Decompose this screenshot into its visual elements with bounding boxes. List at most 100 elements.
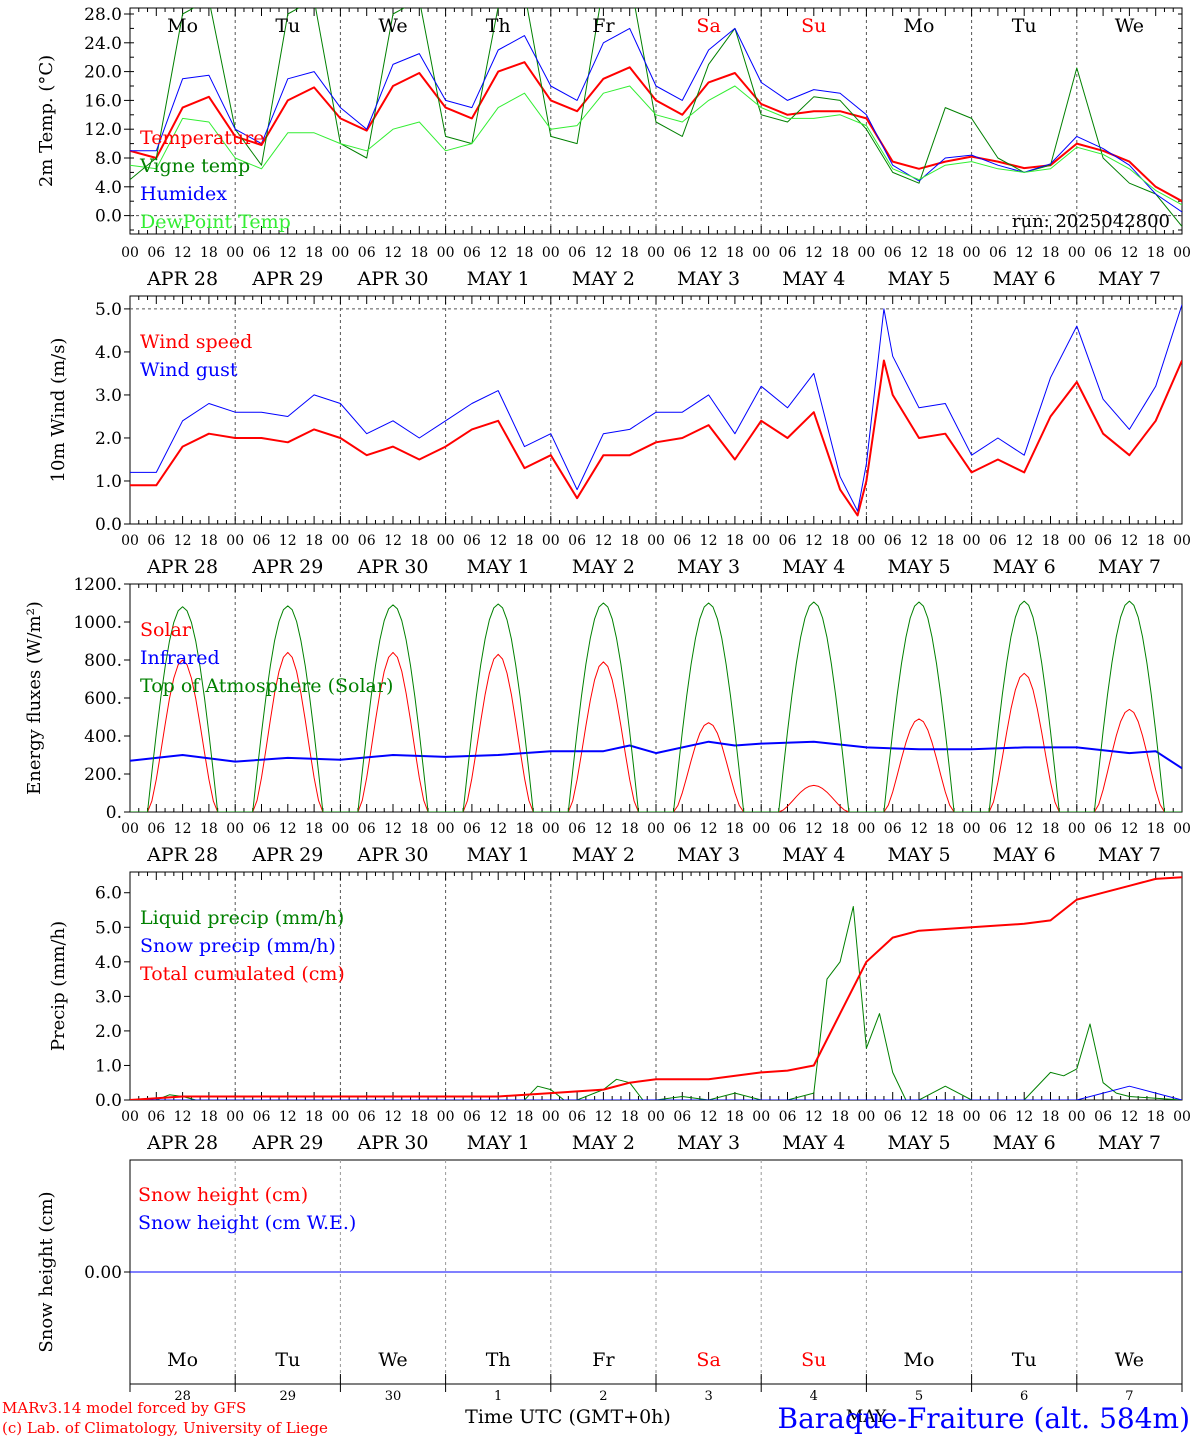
legend-entry: Humidex: [140, 183, 227, 205]
date-label: APR 28: [146, 556, 218, 578]
day-letter-top: We: [1115, 15, 1144, 37]
hour-label: 00: [857, 533, 875, 549]
series-line-2: [130, 600, 1182, 812]
date-label: APR 29: [251, 556, 323, 578]
panel-snow: 0.00 Snow height (cm) Snow height (cm) Snow…: [36, 1159, 1183, 1392]
hour-label: 12: [279, 245, 297, 261]
legend-entry: Snow height (cm W.E.): [138, 1212, 356, 1234]
y-tick-label: 0.: [106, 803, 122, 823]
hour-label: 12: [594, 1109, 612, 1125]
hour-label: 18: [621, 1109, 639, 1125]
day-letter-bottom: Tu: [275, 1349, 300, 1371]
hour-label: 18: [410, 533, 428, 549]
hour-label: 18: [936, 533, 954, 549]
hour-label: 00: [226, 533, 244, 549]
series-line-1: [130, 304, 1182, 512]
hour-label: 12: [384, 821, 402, 837]
hour-label-end: 00: [1173, 1109, 1191, 1125]
day-letter-top: Su: [801, 15, 826, 37]
hour-label: 12: [594, 533, 612, 549]
hour-label: 06: [147, 821, 165, 837]
y-tick-label: 20.0: [84, 63, 122, 83]
date-label: MAY 5: [887, 556, 950, 578]
date-label: MAY 1: [467, 268, 530, 290]
day-letters: Mo Mo 28 Tu Tu 29 We We 30 Th Th 1 Fr Fr 2 Sa Sa 3 Su Su 4 Mo…: [167, 15, 1144, 1404]
hour-label: 00: [226, 821, 244, 837]
y-tick-label: 24.0: [84, 34, 122, 54]
hour-label: 18: [726, 533, 744, 549]
date-label: APR 30: [356, 268, 428, 290]
hour-label: 18: [621, 533, 639, 549]
date-label: MAY 4: [782, 268, 845, 290]
day-letter-bottom: Mo: [167, 1349, 198, 1371]
hour-label: 18: [410, 821, 428, 837]
panel-energy: 1200. 1000. 800. 600. 400. 200. 0. Energy fluxe…: [24, 575, 1191, 866]
hour-label: 12: [384, 533, 402, 549]
hour-label: 18: [726, 1109, 744, 1125]
date-label: MAY 7: [1098, 556, 1161, 578]
day-letter-top: We: [378, 15, 407, 37]
hour-label: 06: [463, 533, 481, 549]
y-axis-label: Snow height (cm): [36, 1191, 57, 1352]
y-tick-label: 1200.: [73, 575, 122, 595]
run-annotation: run: 2025042800: [1012, 211, 1170, 232]
y-tick-label: 800.: [84, 651, 122, 671]
y-tick-label: 12.0: [84, 120, 122, 140]
day-letter-top: Fr: [592, 15, 615, 37]
day-letter-bottom: We: [378, 1349, 407, 1371]
date-label: MAY 4: [782, 844, 845, 866]
day-letter-top: Mo: [904, 15, 935, 37]
hour-label: 12: [174, 821, 192, 837]
y-tick-label: 6.0: [95, 884, 122, 904]
hour-label: 18: [936, 245, 954, 261]
hour-label: 18: [936, 1109, 954, 1125]
y-tick-label: 0.0: [95, 515, 122, 535]
series-line-0: [130, 651, 1182, 812]
date-label: MAY 7: [1098, 268, 1161, 290]
hour-label: 12: [805, 821, 823, 837]
hour-label: 18: [516, 533, 534, 549]
hour-label: 00: [963, 1109, 981, 1125]
hour-label: 06: [253, 533, 271, 549]
hour-label: 12: [910, 821, 928, 837]
hour-label: 12: [384, 1109, 402, 1125]
hour-label: 06: [463, 1109, 481, 1125]
series-line-0: [130, 906, 1182, 1100]
hour-label: 06: [779, 533, 797, 549]
date-label: APR 28: [146, 844, 218, 866]
day-letter-bottom: Su: [801, 1349, 826, 1371]
day-number: 4: [810, 1389, 818, 1404]
hour-label: 18: [200, 1109, 218, 1125]
hour-label: 12: [805, 245, 823, 261]
hour-label: 12: [384, 245, 402, 261]
hour-label: 06: [147, 1109, 165, 1125]
day-number: 28: [174, 1389, 191, 1404]
hour-label: 06: [1094, 1109, 1112, 1125]
date-label: MAY 4: [782, 1132, 845, 1154]
hour-label: 12: [1015, 245, 1033, 261]
day-number: 29: [280, 1389, 297, 1404]
y-tick-label: 400.: [84, 727, 122, 747]
hour-label: 18: [305, 1109, 323, 1125]
hour-label: 18: [410, 1109, 428, 1125]
date-label: MAY 3: [677, 556, 740, 578]
hour-label: 06: [1094, 533, 1112, 549]
hour-label: 12: [1120, 821, 1138, 837]
hour-label: 12: [1120, 1109, 1138, 1125]
hour-label: 12: [700, 533, 718, 549]
hour-label: 00: [226, 1109, 244, 1125]
date-label: APR 28: [146, 268, 218, 290]
series-line-0: [130, 359, 1182, 517]
y-tick-label: 200.: [84, 765, 122, 785]
day-letter-top: Tu: [275, 15, 300, 37]
hour-label: 12: [1120, 533, 1138, 549]
date-label: MAY 2: [572, 556, 635, 578]
y-tick-label: 600.: [84, 689, 122, 709]
date-label: MAY 2: [572, 268, 635, 290]
date-label: MAY 6: [993, 556, 1056, 578]
credit-line-1: MARv3.14 model forced by GFS: [2, 1399, 246, 1417]
hour-label: 00: [437, 245, 455, 261]
date-label: APR 29: [251, 1132, 323, 1154]
y-axis-label: Energy fluxes (W/m²): [24, 601, 45, 795]
hour-label: 12: [279, 1109, 297, 1125]
